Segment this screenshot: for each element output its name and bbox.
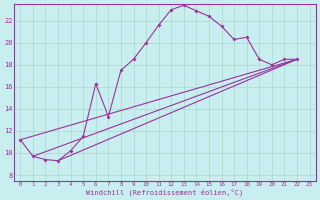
X-axis label: Windchill (Refroidissement éolien,°C): Windchill (Refroidissement éolien,°C): [86, 188, 244, 196]
